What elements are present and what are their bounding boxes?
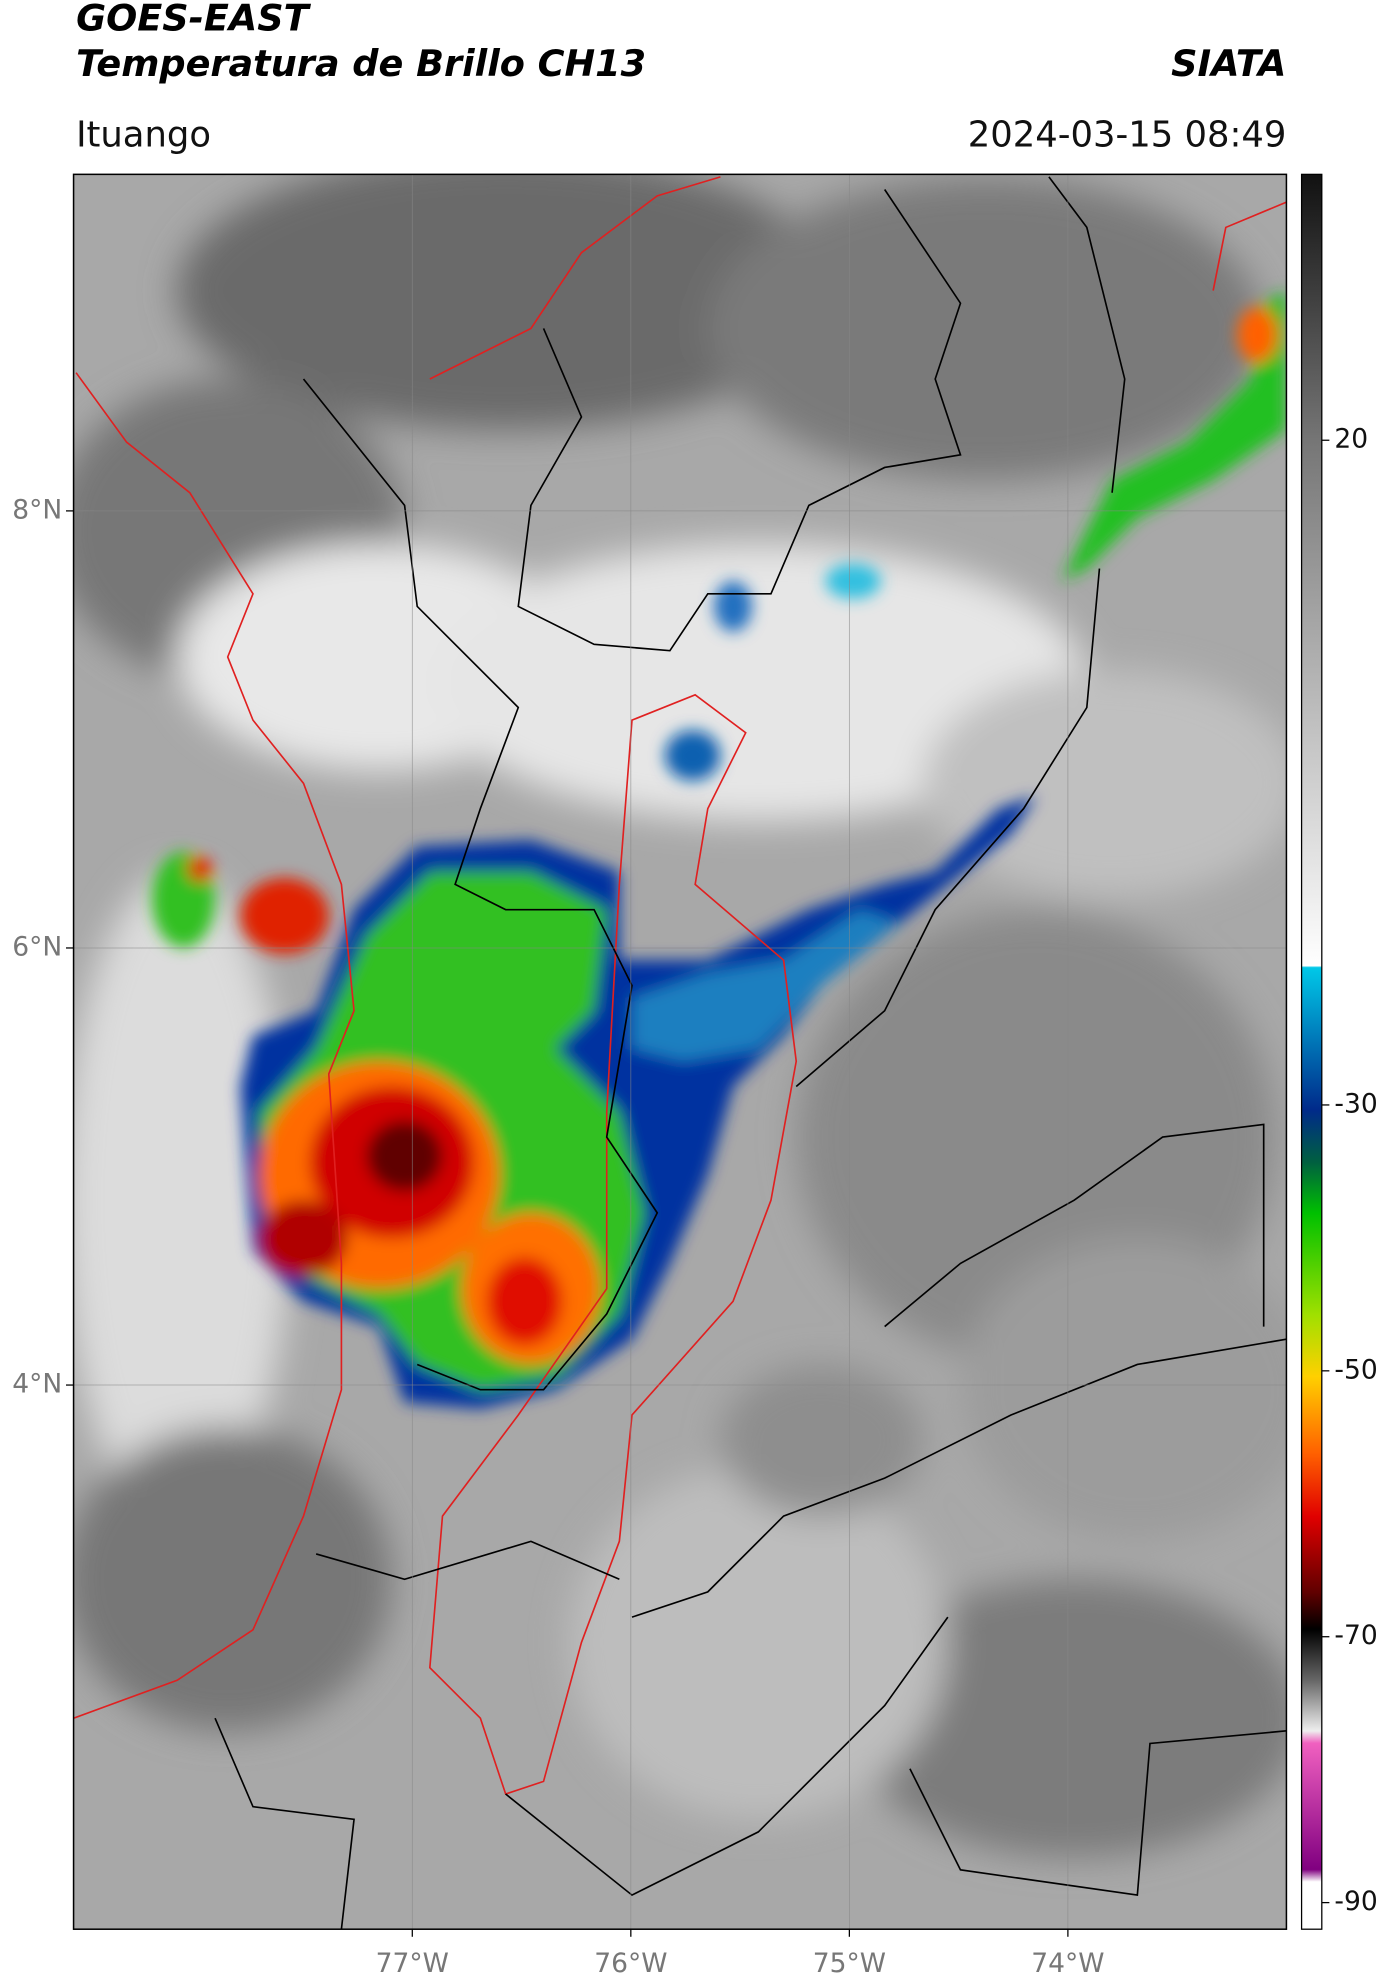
y-tick-label: 8°N bbox=[12, 494, 62, 525]
x-tick-label: 77°W bbox=[376, 1948, 449, 1979]
title-line2: Temperatura de Brillo CH13 bbox=[76, 42, 646, 85]
convective-system bbox=[151, 290, 1287, 1409]
colorbar-tick-label: -30 bbox=[1334, 1088, 1377, 1119]
map-frame bbox=[72, 173, 1288, 1930]
ticks: 77°W 76°W 75°W 74°W 8°N 6°N 4°N 20 -30 -50 -70 -90 bbox=[12, 424, 1378, 1979]
colorbar-tick-label: -90 bbox=[1334, 1886, 1377, 1917]
agency: SIATA bbox=[1171, 42, 1286, 85]
graticule bbox=[73, 174, 1287, 1930]
colorbar-tick-label: -70 bbox=[1334, 1620, 1377, 1651]
y-tick-label: 6°N bbox=[12, 931, 62, 962]
colorbar bbox=[1300, 173, 1323, 1930]
title-line1: GOES-EAST bbox=[76, 0, 312, 40]
colorbar-tick-label: 20 bbox=[1334, 424, 1368, 455]
x-tick-label: 76°W bbox=[594, 1948, 667, 1979]
boundaries bbox=[73, 176, 1287, 1930]
x-tick-label: 74°W bbox=[1031, 1948, 1104, 1979]
y-tick-label: 4°N bbox=[12, 1369, 62, 1400]
timestamp: 2024-03-15 08:49 bbox=[968, 114, 1287, 155]
cloud-field bbox=[73, 174, 1287, 1858]
satellite-imagery bbox=[73, 174, 1287, 1930]
location: Ituango bbox=[76, 114, 211, 155]
x-tick-label: 75°W bbox=[813, 1948, 886, 1979]
colorbar-tick-label: -50 bbox=[1334, 1354, 1377, 1385]
